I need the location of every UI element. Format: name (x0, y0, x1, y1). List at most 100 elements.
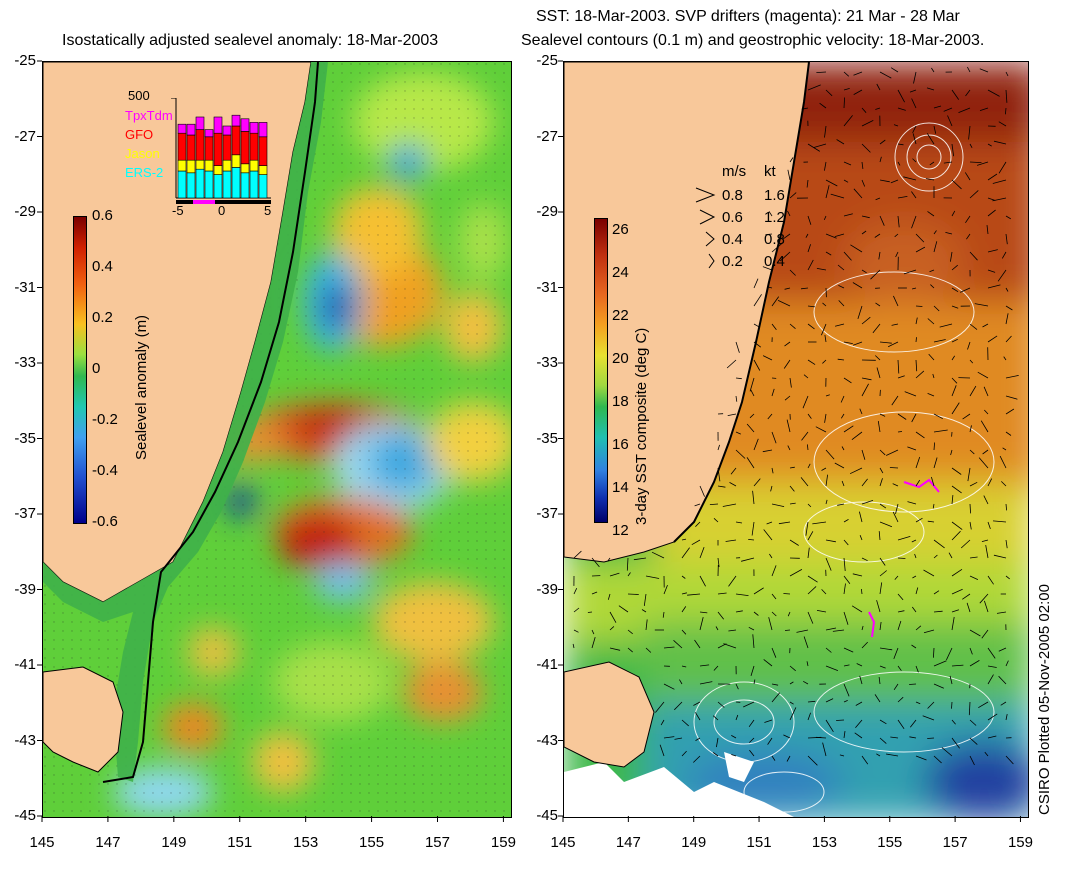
right-colorbar (594, 218, 608, 523)
velocity-vector (789, 569, 803, 577)
velocity-vector (907, 501, 917, 505)
velocity-vector (723, 643, 737, 649)
velocity-vector (1005, 503, 1007, 511)
velocity-vector (976, 161, 989, 166)
velocity-vector (893, 124, 899, 127)
velocity-vector (879, 719, 887, 725)
velocity-vector (931, 476, 935, 487)
velocity-vector (897, 413, 907, 420)
inset-bar-segment (186, 123, 196, 136)
velocity-vector (843, 557, 846, 572)
velocity-vector (771, 692, 781, 703)
velocity-vector (969, 251, 978, 261)
velocity-vector (932, 373, 935, 379)
velocity-vector (889, 467, 899, 469)
velocity-vector (1005, 313, 1009, 325)
velocity-vector (728, 575, 737, 587)
velocity-vector (1005, 71, 1009, 77)
left-colorbar-tick: 0 (92, 360, 101, 377)
velocity-vector (735, 521, 743, 524)
velocity-vector (965, 89, 971, 97)
lat-tick-label: -35 (536, 429, 558, 447)
velocity-vector (861, 377, 872, 381)
velocity-vector (897, 557, 906, 559)
inset-bar-segment (240, 131, 250, 165)
velocity-vector (861, 107, 867, 113)
velocity-vector (933, 755, 942, 764)
velocity-vector (859, 675, 863, 685)
velocity-vector (951, 737, 960, 749)
velocity-vector (879, 665, 886, 669)
velocity-vector (982, 449, 989, 455)
velocity-vector (979, 593, 989, 604)
velocity-vector (1005, 89, 1008, 103)
velocity-vector (986, 225, 989, 235)
velocity-vector (861, 557, 868, 562)
velocity-vector (767, 737, 773, 745)
velocity-vector (572, 643, 575, 649)
inset-bar-segment (186, 159, 196, 174)
velocity-vector (789, 681, 794, 685)
velocity-vector (838, 285, 845, 289)
velocity-vector (962, 413, 971, 420)
velocity-vector (843, 583, 846, 595)
velocity-vector (879, 449, 886, 456)
inset-bar-segment (204, 129, 214, 138)
velocity-vector (969, 481, 978, 487)
velocity-vector (824, 161, 827, 171)
velocity-vector (969, 323, 978, 330)
velocity-vector (927, 701, 935, 709)
velocity-vector (727, 413, 737, 416)
velocity-vector (943, 107, 953, 112)
inset-bar-segment (204, 170, 214, 199)
velocity-vector (951, 719, 956, 725)
shelf-contour (102, 62, 319, 783)
velocity-vector (573, 550, 582, 559)
velocity-vector (825, 539, 836, 543)
velocity-vector (825, 251, 832, 256)
velocity-vector (984, 409, 989, 415)
inset-x-tick: 0 (218, 203, 226, 218)
velocity-legend-kt-value: 0.4 (764, 253, 785, 270)
inset-bar-segment (204, 136, 214, 161)
velocity-vector (627, 629, 633, 635)
velocity-vector (825, 179, 838, 187)
velocity-vector (813, 143, 827, 148)
velocity-vector (967, 66, 971, 73)
lat-tick-label: -25 (536, 52, 558, 69)
inset-bar-segment (231, 114, 241, 127)
velocity-vector (969, 647, 973, 655)
velocity-vector (997, 269, 1007, 282)
velocity-vector (587, 611, 593, 613)
velocity-vector (803, 680, 809, 685)
velocity-vector (645, 575, 660, 579)
velocity-vector (878, 531, 881, 541)
velocity-vector (915, 479, 921, 487)
velocity-vector (768, 211, 773, 217)
velocity-vector (941, 747, 953, 757)
velocity-vector (933, 230, 937, 235)
velocity-vector (807, 463, 811, 469)
velocity-vector (977, 371, 989, 379)
velocity-vector (789, 157, 794, 163)
velocity-vector (856, 663, 863, 667)
velocity-vector (607, 557, 611, 562)
inset-x-tick: 5 (264, 203, 272, 218)
velocity-vector (853, 71, 863, 76)
velocity-vector (951, 338, 958, 343)
velocity-vector (849, 467, 863, 475)
velocity-vector (928, 353, 935, 361)
velocity-vector (681, 592, 687, 595)
velocity-vector (807, 359, 816, 365)
velocity-vector (927, 737, 935, 739)
velocity-vector (951, 588, 963, 595)
velocity-vector (967, 341, 971, 350)
velocity-vector (969, 755, 975, 766)
velocity-vector (951, 355, 956, 361)
lon-tick-label: 147 (95, 834, 121, 851)
velocity-vector (1005, 660, 1009, 667)
velocity-vector (771, 388, 775, 397)
velocity-vector (931, 67, 935, 73)
velocity-vector (933, 305, 940, 312)
inset-bar-segment (231, 154, 241, 168)
